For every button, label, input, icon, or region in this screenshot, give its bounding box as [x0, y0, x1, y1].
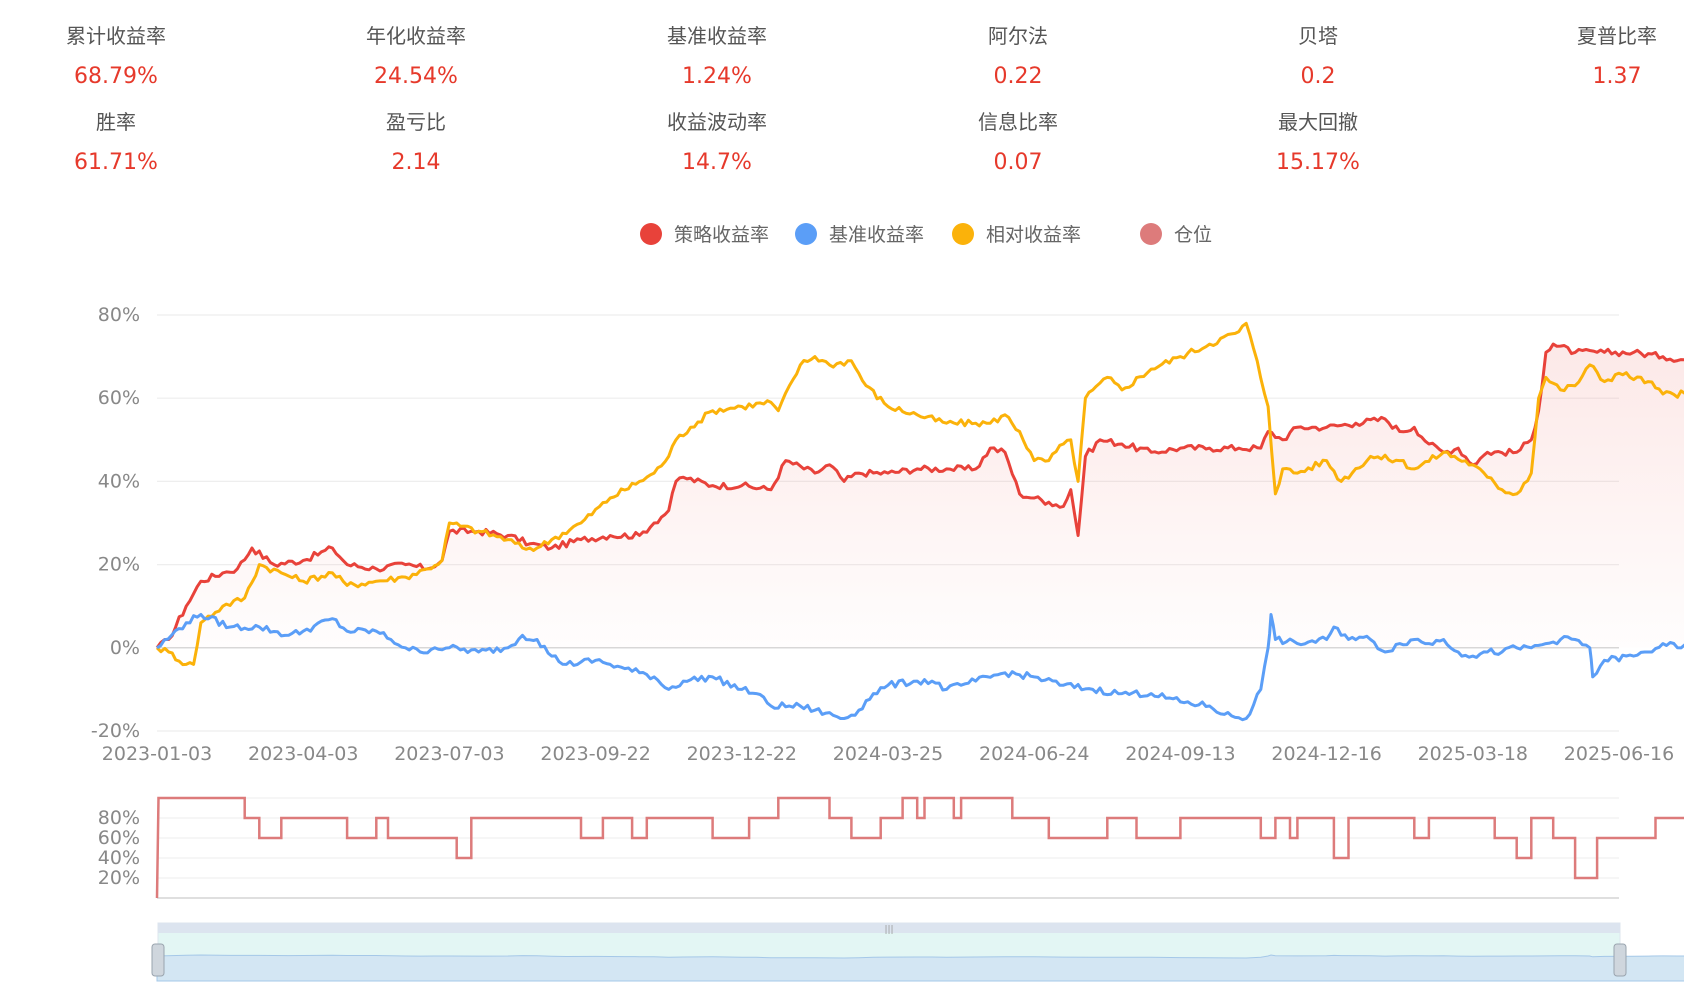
- pos-y-tick-label: 40%: [98, 847, 140, 869]
- x-tick-label: 2025-06-16: [1564, 743, 1674, 765]
- x-tick-label: 2024-09-13: [1125, 743, 1235, 765]
- y-tick-label: 80%: [98, 304, 140, 326]
- position-line: [157, 798, 1684, 898]
- x-tick-label: 2024-06-24: [979, 743, 1089, 765]
- pos-y-tick-label: 60%: [98, 827, 140, 849]
- x-tick-label: 2023-09-22: [540, 743, 650, 765]
- zoom-preview-area: [157, 955, 1684, 981]
- charts-svg: 80%60%40%20%0%-20%2023-01-03 2023-04-03 20…: [0, 0, 1684, 990]
- x-tick-label: 2023-12-22: [687, 743, 797, 765]
- zoom-right-handle: [1614, 944, 1626, 976]
- y-tick-label: 0%: [110, 637, 140, 659]
- y-tick-label: 20%: [98, 554, 140, 576]
- x-tick-label: 2023-04-03: [248, 743, 358, 765]
- zoom-left-handle: [152, 944, 164, 976]
- y-tick-label: 40%: [98, 470, 140, 492]
- data-zoom-slider[interactable]: |||: [152, 923, 1684, 981]
- position-chart: 80%60%40%20%: [98, 798, 1684, 898]
- x-tick-label: 2024-12-16: [1271, 743, 1381, 765]
- y-tick-label: -20%: [91, 720, 140, 742]
- x-tick-label: 2024-03-25: [833, 743, 943, 765]
- pos-y-tick-label: 20%: [98, 867, 140, 889]
- x-tick-label: 2023-07-03: [394, 743, 504, 765]
- main-chart-area: [157, 344, 1684, 648]
- zoom-grip-icon: |||: [884, 925, 893, 935]
- y-tick-label: 60%: [98, 387, 140, 409]
- strategy-area: [157, 344, 1684, 648]
- x-tick-label: 2023-01-03: [102, 743, 212, 765]
- pos-y-tick-label: 80%: [98, 807, 140, 829]
- x-tick-label: 2025-03-18: [1418, 743, 1528, 765]
